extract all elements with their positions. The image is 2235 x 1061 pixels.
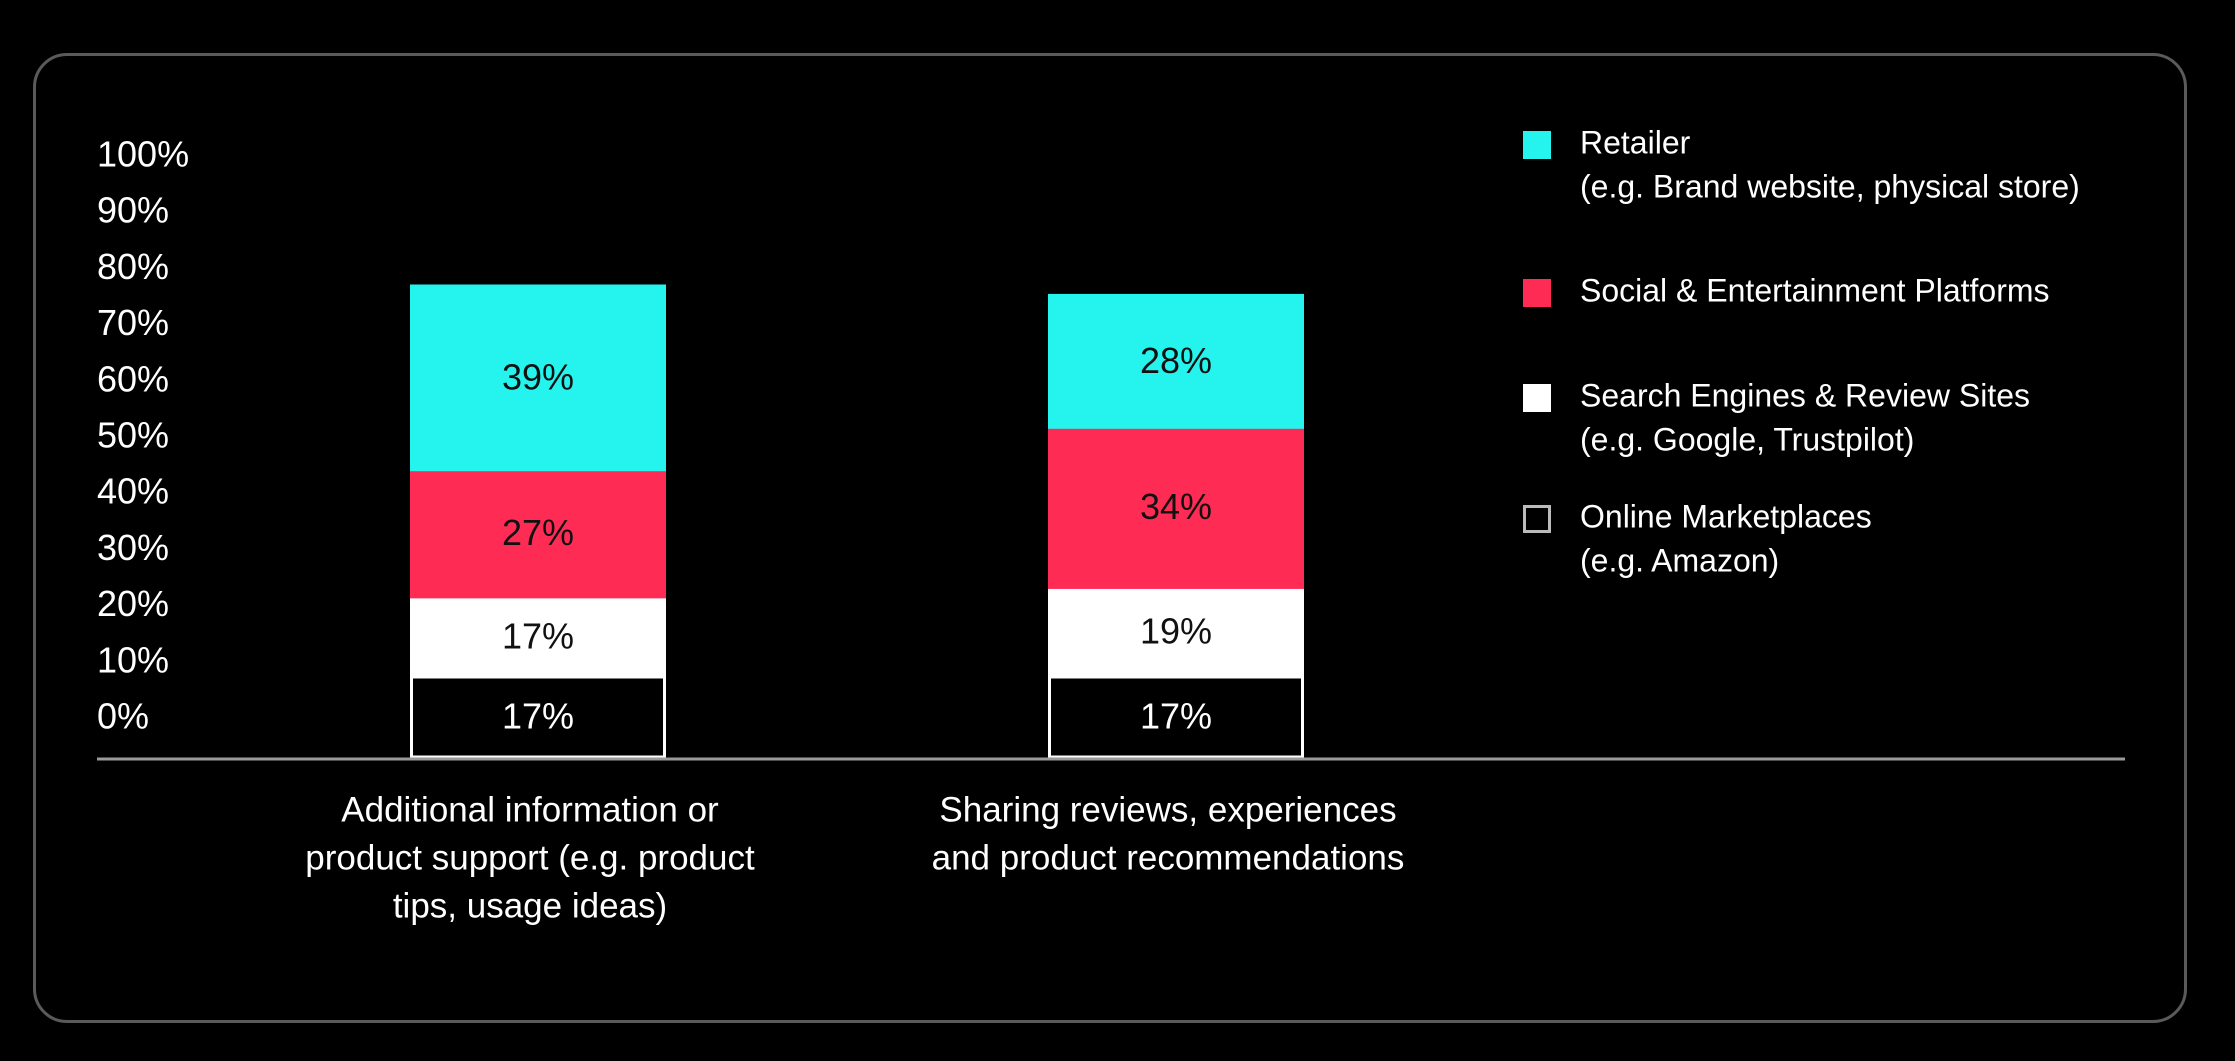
legend-swatch bbox=[1523, 131, 1551, 159]
y-tick-label: 0% bbox=[97, 696, 149, 737]
data-label: 17% bbox=[502, 695, 574, 736]
y-tick-label: 30% bbox=[97, 527, 169, 568]
bar-segment bbox=[410, 468, 666, 599]
y-tick-label: 40% bbox=[97, 471, 169, 512]
bar-segment bbox=[410, 675, 666, 759]
category-label: Additional information or bbox=[341, 790, 719, 829]
data-label: 27% bbox=[502, 512, 574, 553]
legend-swatch bbox=[1523, 279, 1551, 307]
legend-label: Online Marketplaces bbox=[1580, 498, 1872, 534]
legend-swatch bbox=[1523, 384, 1551, 412]
category-label: product support (e.g. product bbox=[305, 838, 755, 877]
y-tick-label: 70% bbox=[97, 302, 169, 343]
category-label: and product recommendations bbox=[932, 838, 1405, 877]
y-tick-label: 100% bbox=[97, 134, 189, 175]
data-label: 39% bbox=[502, 356, 574, 397]
category-label: tips, usage ideas) bbox=[393, 886, 667, 925]
bar-segment bbox=[1048, 425, 1304, 589]
legend-label: (e.g. Brand website, physical store) bbox=[1580, 168, 2080, 204]
legend-label: Search Engines & Review Sites bbox=[1580, 377, 2030, 413]
bar-segment bbox=[1048, 585, 1304, 679]
y-tick-label: 10% bbox=[97, 639, 169, 680]
y-tick-label: 90% bbox=[97, 190, 169, 231]
data-label: 19% bbox=[1140, 611, 1212, 652]
bar-segment bbox=[410, 284, 666, 472]
bar-segment bbox=[1048, 675, 1304, 759]
data-label: 17% bbox=[502, 615, 574, 656]
category-labels: Additional information or product support… bbox=[305, 790, 1404, 925]
bars: 17% 17% 27% 39% 17% 19% 34% 28% bbox=[410, 284, 1304, 759]
legend-label: Social & Entertainment Platforms bbox=[1580, 272, 2050, 308]
y-tick-label: 80% bbox=[97, 246, 169, 287]
category-label: Sharing reviews, experiences bbox=[939, 790, 1396, 829]
legend-label: (e.g. Google, Trustpilot) bbox=[1580, 421, 1914, 457]
legend-label: Retailer bbox=[1580, 124, 1691, 160]
legend-swatch bbox=[1523, 505, 1551, 533]
legend-label: (e.g. Amazon) bbox=[1580, 542, 1779, 578]
y-tick-label: 60% bbox=[97, 358, 169, 399]
y-tick-label: 50% bbox=[97, 415, 169, 456]
data-label: 34% bbox=[1140, 486, 1212, 527]
data-label: 28% bbox=[1140, 340, 1212, 381]
data-label: 17% bbox=[1140, 695, 1212, 736]
legend: Retailer (e.g. Brand website, physical st… bbox=[1523, 124, 2080, 578]
y-tick-label: 20% bbox=[97, 583, 169, 624]
y-axis: 0% 10% 20% 30% 40% 50% 60% 70% 80% 90% 100% bbox=[97, 134, 189, 737]
bar-segment bbox=[1048, 293, 1304, 429]
